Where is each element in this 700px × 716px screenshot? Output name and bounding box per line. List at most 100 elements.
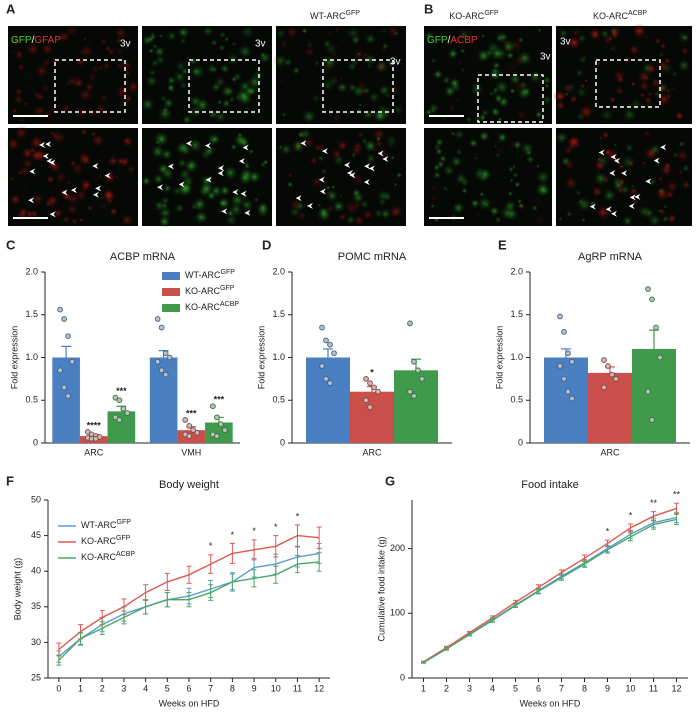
ventricle-label: 3v (540, 52, 551, 63)
cell (207, 109, 219, 120)
cell (473, 156, 478, 161)
data-point (120, 405, 127, 412)
data-point (154, 358, 161, 365)
cell (613, 142, 618, 148)
data-point (557, 313, 563, 320)
cell (150, 31, 156, 37)
arrowhead (300, 140, 307, 147)
cell (313, 59, 321, 68)
error-bar (186, 592, 192, 608)
cell (531, 204, 538, 212)
error-bar (99, 621, 105, 636)
data-point (112, 414, 119, 421)
cell (321, 78, 336, 92)
legend-name: KO-ARC (81, 536, 117, 546)
cell (301, 109, 317, 124)
arrowhead (364, 163, 371, 170)
cell (560, 156, 571, 167)
cell (350, 47, 367, 63)
cell (468, 138, 479, 149)
cell (595, 204, 612, 221)
series-line (423, 507, 677, 663)
arrowhead (645, 178, 652, 185)
y-tick-label: 2.0 (510, 266, 523, 276)
cell (240, 24, 256, 40)
cell (616, 76, 625, 84)
cell (217, 196, 231, 210)
cell (351, 188, 361, 198)
cell (514, 181, 521, 188)
cell (29, 166, 41, 178)
cell (148, 47, 155, 55)
arrowhead (318, 176, 325, 183)
cell (121, 135, 134, 148)
cell (395, 171, 403, 179)
cell (473, 210, 482, 219)
cell (317, 154, 326, 163)
ventricle-label: 3v (560, 37, 571, 48)
data-point (569, 358, 575, 365)
cell (362, 108, 375, 121)
cell (495, 145, 506, 156)
data-point (411, 393, 417, 399)
cell (639, 92, 645, 98)
cell (658, 51, 665, 58)
cell (432, 170, 442, 180)
cell (116, 62, 123, 70)
cell (429, 108, 436, 114)
data-point (209, 403, 216, 410)
cell (577, 33, 587, 44)
arrowhead (238, 158, 245, 165)
y-tick-label: 1.0 (272, 352, 285, 362)
data-point (65, 393, 72, 399)
data-point (561, 328, 567, 335)
cell (309, 174, 325, 190)
cell (450, 155, 463, 168)
data-point (407, 388, 413, 395)
cell (104, 45, 112, 52)
cell (243, 85, 255, 97)
panel-letter: G (385, 473, 395, 488)
error-bar (421, 661, 426, 664)
cell (591, 185, 604, 198)
error-bar (78, 632, 84, 646)
cell (442, 185, 449, 192)
cell (511, 54, 526, 68)
cell (666, 93, 672, 99)
error-bar (164, 572, 170, 591)
data-point (213, 414, 220, 421)
cell (79, 127, 89, 137)
inset-box (188, 59, 260, 113)
error-bar (121, 610, 127, 625)
cell (158, 215, 171, 228)
cell (577, 198, 585, 206)
data-point (649, 296, 655, 303)
cell (677, 58, 691, 73)
cell (631, 23, 648, 40)
cell (124, 70, 131, 77)
cell (393, 30, 399, 37)
cell (91, 64, 101, 74)
cell (179, 181, 193, 195)
cell (325, 188, 336, 199)
arrowhead (167, 163, 174, 170)
y-axis-label: Fold expression (9, 326, 19, 390)
cell (47, 103, 61, 116)
arrowhead (589, 203, 596, 210)
cell (596, 61, 602, 67)
data-point (327, 380, 333, 387)
legend-superscript: GFP (220, 285, 235, 292)
data-point (57, 306, 64, 313)
arrowhead (204, 142, 211, 149)
x-tick-label: 3 (121, 683, 126, 693)
data-point (213, 433, 220, 440)
x-tick-label: 8 (582, 683, 587, 693)
cell (353, 214, 365, 227)
arrowhead (660, 144, 667, 151)
cell (488, 91, 494, 97)
cell (87, 205, 93, 211)
cell (438, 154, 448, 163)
legend-entry: WT-ARCGFP (81, 519, 131, 531)
cell (455, 148, 463, 156)
cell (459, 47, 466, 54)
